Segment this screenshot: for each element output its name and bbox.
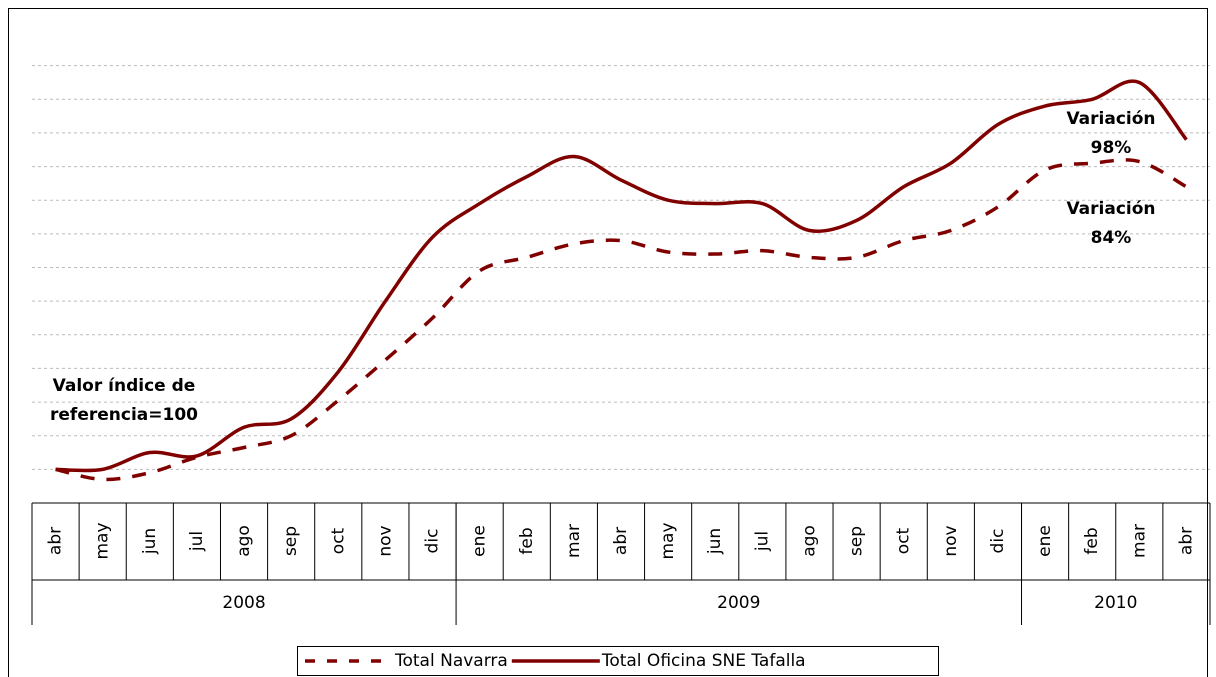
x-tick-label: oct [328, 527, 348, 554]
x-tick-label: ago [234, 525, 254, 557]
legend-box [297, 646, 939, 676]
x-tick-label: ene [1035, 525, 1055, 557]
x-tick-label: abr [611, 527, 631, 555]
x-tick-label: abr [1176, 527, 1196, 555]
x-tick-label: feb [1082, 527, 1102, 554]
annotation: 98% [1091, 138, 1132, 158]
series-line [55, 79, 1188, 473]
x-tick-label: mar [1129, 524, 1149, 558]
x-tick-label: nov [375, 525, 395, 556]
x-tick-label: jun [705, 528, 725, 555]
group-label: 2009 [717, 593, 760, 613]
annotation: Valor índice de [53, 376, 196, 396]
annotation: Variación [1066, 199, 1155, 219]
group-label: 2010 [1094, 593, 1137, 613]
x-tick-label: ene [470, 525, 490, 557]
legend-label: Total Oficina SNE Tafalla [601, 651, 806, 671]
x-tick-label: may [658, 522, 678, 559]
x-tick-label: ago [799, 525, 819, 557]
x-tick-label: nov [941, 525, 961, 556]
chart-frame [8, 8, 1208, 677]
annotation: 84% [1091, 228, 1132, 248]
x-tick-label: mar [564, 524, 584, 558]
x-tick-label: dic [988, 529, 1008, 554]
x-tick-label: abr [46, 527, 66, 555]
x-tick-label: may [93, 522, 113, 559]
x-tick-label: jun [140, 528, 160, 555]
legend-label: Total Navarra [394, 651, 508, 671]
x-tick-label: sep [847, 526, 867, 556]
x-tick-label: sep [281, 526, 301, 556]
group-label: 2008 [222, 593, 265, 613]
x-tick-label: feb [517, 527, 537, 554]
x-tick-label: dic [423, 529, 443, 554]
series-line [55, 158, 1188, 482]
annotation: Variación [1066, 109, 1155, 129]
x-tick-label: oct [894, 527, 914, 554]
annotation: referencia=100 [50, 405, 198, 425]
x-tick-label: jul [752, 531, 772, 552]
x-tick-label: jul [187, 531, 207, 552]
